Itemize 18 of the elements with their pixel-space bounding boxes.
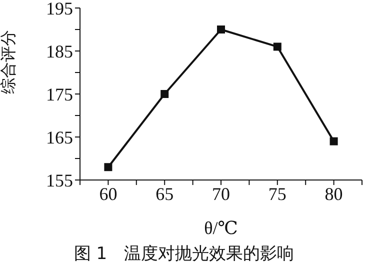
- y-tick-label: 175: [46, 84, 73, 104]
- point: [273, 42, 282, 51]
- y-tick-label: 165: [46, 127, 73, 148]
- caption: 图 1 温度对抛光效果的影响: [72, 243, 296, 265]
- y-tick-label: 155: [46, 170, 73, 190]
- point: [330, 137, 338, 146]
- x-tick-label: 80: [324, 184, 343, 204]
- point: [104, 163, 112, 172]
- point: [160, 90, 169, 98]
- x-tick-label: 70: [212, 184, 230, 204]
- x-axis-title: θ/℃: [204, 218, 238, 238]
- y-tick-label: 195: [46, 0, 73, 18]
- y-axis-title: 综合评分: [0, 30, 18, 94]
- y-tick-label: 185: [46, 41, 73, 62]
- x-tick-label: 65: [156, 184, 174, 204]
- x-tick-label: 75: [268, 184, 286, 204]
- x-tick-label: 60: [99, 184, 118, 204]
- point: [217, 26, 225, 34]
